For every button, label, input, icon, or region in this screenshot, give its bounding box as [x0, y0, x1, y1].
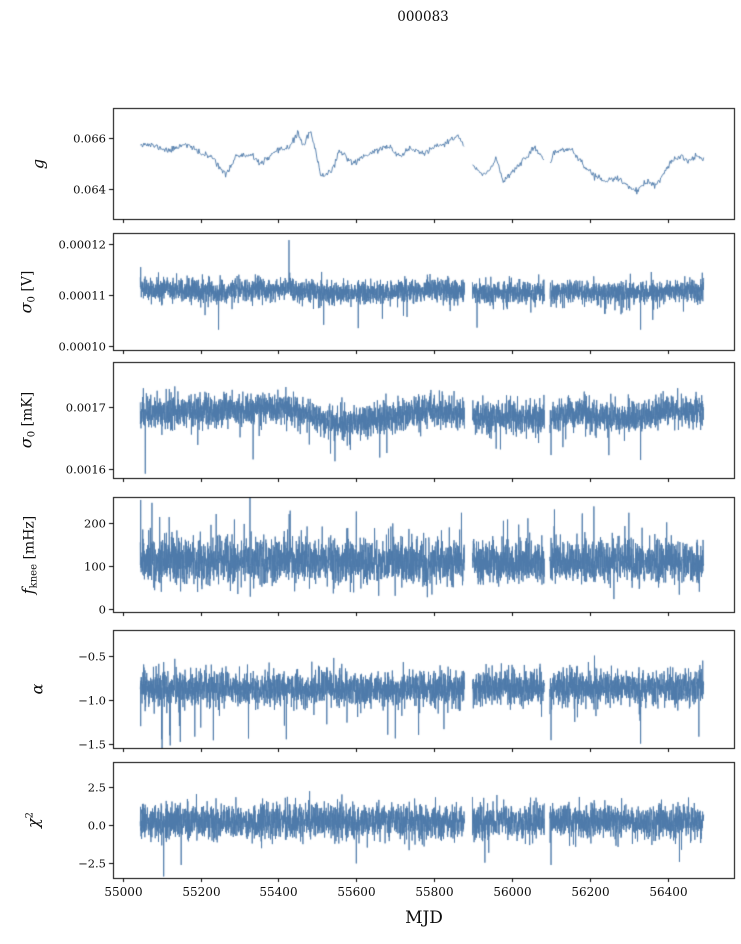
y-axis-label-sigma0-mK: σ0 [mK]: [17, 392, 38, 448]
y-tick-label-sigma0-V: 0.00012: [58, 237, 106, 252]
y-label-segment: knee: [28, 563, 40, 588]
y-label-segment: g: [28, 158, 48, 169]
y-tick-label-chi2: 2.5: [87, 780, 106, 795]
y-label-segment: σ: [16, 437, 36, 449]
y-tick-label-chi2: 0.0: [87, 818, 106, 833]
y-label-segment: χ: [23, 818, 43, 829]
y-label-segment: f: [18, 587, 38, 594]
y-tick-label-fknee: 0: [98, 602, 106, 617]
y-tick-label-alpha: −1.0: [78, 693, 106, 708]
x-tick-label: 55800: [415, 885, 454, 899]
y-axis-label-sigma0-V: σ0 [V]: [17, 270, 38, 313]
x-tick-label: 56200: [571, 885, 610, 899]
y-label-segment: [mHz]: [21, 515, 38, 564]
y-tick-label-g: 0.064: [73, 182, 106, 197]
x-tick-label: 55400: [259, 885, 298, 899]
x-tick-label: 56000: [493, 885, 532, 899]
y-label-segment: 2: [24, 811, 36, 819]
x-tick-label: 55200: [182, 885, 221, 899]
x-axis-label: MJD: [405, 908, 443, 928]
y-axis-label-fknee: fknee [mHz]: [19, 515, 40, 594]
y-tick-label-sigma0-V: 0.00010: [58, 339, 106, 354]
y-tick-label-fknee: 100: [84, 559, 106, 574]
y-axis-label-alpha: α: [28, 684, 47, 695]
y-label-segment: σ: [16, 301, 36, 313]
figure-title: 000083: [397, 9, 449, 25]
x-tick-label: 55600: [337, 885, 376, 899]
y-label-segment: [V]: [19, 270, 36, 296]
y-tick-label-alpha: −1.5: [78, 737, 106, 752]
y-axis-label-chi2: χ2: [24, 812, 43, 828]
y-label-segment: [mK]: [19, 391, 36, 431]
x-tick-label: 56400: [649, 885, 688, 899]
y-label-segment: 0: [26, 430, 38, 438]
y-tick-label-alpha: −0.5: [78, 649, 106, 664]
y-tick-label-sigma0-mK: 0.0017: [65, 400, 106, 415]
y-tick-label-sigma0-mK: 0.0016: [65, 462, 106, 477]
y-label-segment: 0: [26, 295, 38, 302]
y-tick-label-g: 0.066: [73, 131, 106, 146]
y-label-segment: α: [27, 683, 47, 695]
y-tick-label-fknee: 200: [84, 516, 106, 531]
x-tick-label: 55000: [104, 885, 143, 899]
y-axis-label-g: g: [29, 158, 48, 168]
y-tick-label-chi2: −2.5: [78, 856, 106, 871]
y-tick-label-sigma0-V: 0.00011: [58, 288, 106, 303]
